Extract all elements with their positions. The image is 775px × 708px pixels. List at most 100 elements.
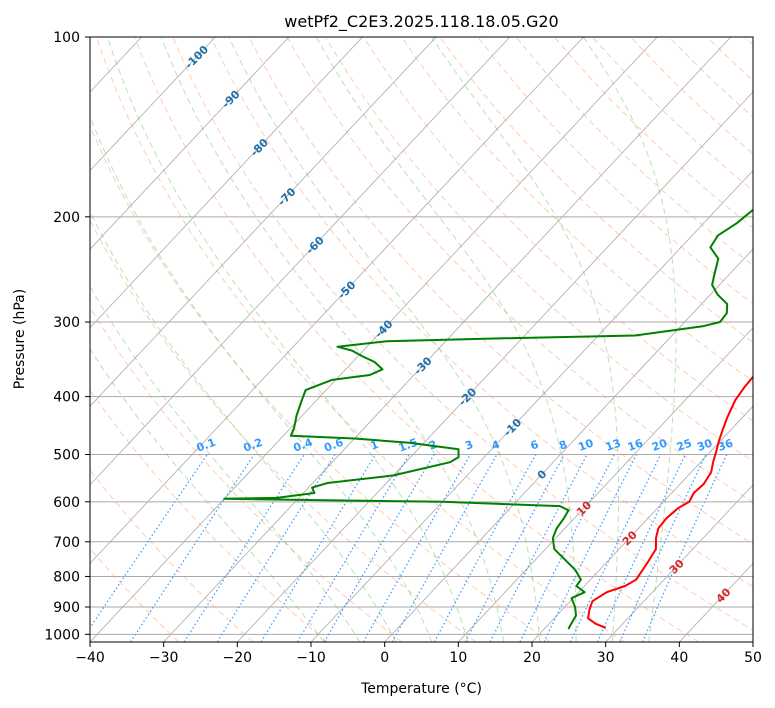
y-tick-label: 700 bbox=[53, 535, 80, 551]
mixing-ratio-label: 13 bbox=[604, 437, 623, 454]
mixing-ratio-label: 10 bbox=[576, 436, 595, 454]
dry-adiabat-line bbox=[401, 37, 753, 382]
mixing-ratio-line bbox=[596, 454, 686, 642]
mixing-ratio-line bbox=[619, 454, 707, 642]
dry-adiabat-line bbox=[668, 37, 753, 118]
dry-adiabat-line bbox=[90, 306, 403, 642]
temperature-profile-line bbox=[587, 375, 753, 629]
x-tick-label: 50 bbox=[744, 650, 762, 666]
isotherm-line bbox=[310, 169, 753, 642]
x-axis-label: Temperature (°C) bbox=[360, 681, 482, 697]
moist-adiabat-line bbox=[228, 37, 541, 642]
isotherm-line bbox=[679, 562, 753, 642]
isotherm-line bbox=[90, 37, 584, 565]
moist-adiabat-line bbox=[90, 285, 361, 642]
x-tick-label: −10 bbox=[296, 650, 326, 666]
y-axis: 100 200 300 400 500 600 700 800 900 1000 bbox=[44, 30, 90, 643]
dewpoint-profile-line bbox=[223, 208, 753, 630]
plot-frame bbox=[89, 36, 754, 643]
dry-adiabat-line bbox=[706, 37, 753, 82]
mixing-ratio-label: 4 bbox=[490, 438, 502, 453]
y-tick-label: 500 bbox=[53, 448, 80, 464]
dry-adiabat-line bbox=[439, 37, 753, 343]
moist-adiabat-line bbox=[582, 37, 677, 642]
mixing-ratio-line bbox=[296, 454, 410, 642]
dry-adiabat-line bbox=[90, 469, 254, 642]
isopleth-labels: 0.1 0.2 0.4 0.6 1 1.5 2 3 4 6 8 10 13 16 20 25 30 36-100-… bbox=[182, 43, 735, 606]
mixing-ratio-label: 8 bbox=[557, 438, 569, 453]
mixing-ratio-line bbox=[569, 454, 662, 642]
mixing-ratio-line bbox=[260, 454, 377, 642]
mixing-ratio-label: 16 bbox=[626, 436, 645, 454]
mixing-ratio-line bbox=[391, 454, 498, 642]
x-tick-label: 10 bbox=[449, 650, 467, 666]
mixing-ratio-line bbox=[90, 454, 208, 629]
mixing-ratio-label: 3 bbox=[463, 438, 475, 453]
x-tick-label: −30 bbox=[149, 650, 179, 666]
chart-title: wetPf2_C2E3.2025.118.18.05.G20 bbox=[284, 12, 558, 32]
dry-adiabat-line bbox=[90, 389, 328, 642]
mixing-ratio-label: 0.2 bbox=[242, 436, 265, 455]
dry-adiabat-line bbox=[172, 37, 753, 631]
dry-adiabat-line bbox=[90, 547, 180, 642]
moist-adiabat-lines bbox=[90, 37, 677, 642]
y-tick-label: 400 bbox=[53, 390, 80, 406]
mixing-ratio-line bbox=[464, 454, 565, 642]
mixing-ratio-label: 0.6 bbox=[322, 436, 345, 455]
mixing-ratio-label: 1 bbox=[369, 438, 381, 453]
moist-adiabat-line bbox=[90, 210, 397, 642]
dry-adiabat-line bbox=[90, 124, 551, 642]
pressure-gridlines bbox=[90, 37, 753, 635]
mixing-ratio-label: 1.5 bbox=[397, 436, 420, 455]
y-axis-label: Pressure (hPa) bbox=[12, 289, 28, 389]
mixing-ratio-line bbox=[642, 454, 728, 642]
y-tick-label: 900 bbox=[53, 600, 80, 616]
mixing-ratio-line bbox=[183, 454, 305, 642]
isotherm-line bbox=[384, 248, 753, 642]
dry-adiabat-line bbox=[90, 219, 477, 642]
mixing-ratio-label: 0.1 bbox=[195, 436, 218, 455]
x-tick-label: 40 bbox=[670, 650, 688, 666]
isotherm-line bbox=[90, 37, 511, 486]
mixing-ratio-label: 6 bbox=[529, 438, 541, 453]
y-tick-label: 1000 bbox=[44, 627, 80, 643]
y-tick-label: 200 bbox=[53, 210, 80, 226]
x-tick-label: 0 bbox=[380, 650, 389, 666]
isotherm-line bbox=[531, 405, 753, 642]
isotherm-line bbox=[752, 641, 753, 642]
dry-adiabat-line bbox=[134, 37, 700, 642]
moist-adiabat-line bbox=[315, 37, 577, 642]
mixing-ratio-label: 36 bbox=[716, 436, 735, 454]
sounding-profiles bbox=[223, 208, 753, 630]
x-tick-label: 20 bbox=[523, 650, 541, 666]
isotherm-line bbox=[90, 37, 290, 250]
moist-adiabat-line bbox=[90, 115, 433, 642]
mixing-ratio-label: 25 bbox=[675, 437, 694, 454]
isotherm-line bbox=[90, 37, 363, 329]
isotherm-label: -100 bbox=[182, 43, 211, 72]
dry-adiabat-lines bbox=[90, 37, 753, 642]
x-tick-label: −20 bbox=[223, 650, 253, 666]
isotherm-line bbox=[90, 37, 216, 172]
dry-adiabat-line bbox=[477, 37, 753, 305]
y-tick-label: 300 bbox=[53, 315, 80, 331]
moist-adiabat-line bbox=[90, 348, 325, 642]
mixing-ratio-line bbox=[130, 454, 255, 642]
isotherm-line bbox=[0, 37, 68, 642]
moist-adiabat-line bbox=[160, 37, 505, 642]
mixing-ratio-line bbox=[323, 454, 435, 642]
isotherm-line bbox=[605, 484, 753, 642]
dry-adiabat-line bbox=[324, 37, 753, 463]
x-tick-label: 30 bbox=[597, 650, 615, 666]
x-axis: −40 −30 −20 −10 0 10 20 30 40 50 bbox=[75, 642, 762, 666]
mixing-ratio-label: 30 bbox=[695, 436, 714, 454]
y-tick-label: 600 bbox=[53, 495, 80, 511]
isotherm-lines bbox=[0, 37, 753, 642]
dry-adiabat-line bbox=[286, 37, 753, 503]
isotherm-line bbox=[90, 37, 658, 642]
mixing-ratio-line bbox=[489, 454, 588, 642]
mixing-ratio-label: 0.4 bbox=[292, 436, 315, 455]
isotherm-line bbox=[237, 91, 753, 642]
y-tick-label: 800 bbox=[53, 569, 80, 585]
y-tick-label: 100 bbox=[53, 30, 80, 46]
